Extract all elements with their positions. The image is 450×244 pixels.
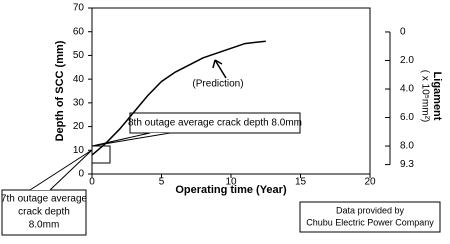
y-tick-label: 30 [73, 97, 85, 108]
y2-tick-label: 6.0 [400, 112, 414, 123]
annotation: 7th outage average [1, 194, 88, 205]
y-tick-label: 40 [73, 74, 85, 85]
y2-tick-label: 8.0 [400, 141, 414, 152]
y-tick-label: 60 [73, 26, 85, 37]
annotation: 8th outage average crack depth 8.0mm [128, 118, 302, 129]
x-axis-label: Operating time (Year) [175, 184, 287, 196]
line [91, 40, 266, 156]
source: Data provided by [336, 205, 405, 215]
plot-frame [91, 7, 371, 175]
callout-box [129, 112, 301, 134]
annotation: 8.0mm [29, 220, 60, 231]
y2-tick-label: 4.0 [400, 84, 414, 95]
y-tick-label: 0 [78, 169, 84, 180]
y2-tick-label: 2.0 [400, 55, 414, 66]
chart: (Prediction) 8th outage average crack de… [1, 3, 443, 236]
callout-tail [91, 132, 171, 147]
callout-box [1, 189, 87, 236]
y-axis-label: Depth of SCC (mm) [54, 40, 66, 141]
annotation: (Prediction) [192, 79, 243, 90]
y-tick-label: 50 [73, 50, 85, 61]
x-tick-label: 10 [225, 177, 237, 188]
x-tick-label: 15 [295, 177, 307, 188]
source-box [299, 201, 441, 233]
source: Chubu Electric Power Company [306, 217, 434, 227]
arrow [212, 59, 227, 79]
y2-tick-label: 0 [400, 27, 406, 38]
outage-box [91, 145, 111, 164]
x-tick-label: 5 [159, 177, 165, 188]
y2-axis-label: Ligament [431, 72, 443, 121]
y-tick-label: 70 [73, 3, 85, 14]
x-tick-label: 0 [89, 177, 95, 188]
x-tick-label: 20 [364, 177, 376, 188]
y-tick-label: 20 [73, 121, 85, 132]
y2-tick-label: 9.3 [400, 159, 414, 170]
y-tick-label: 10 [73, 145, 85, 156]
y2-axis-label: ( x 10⁵mm²) [419, 70, 430, 122]
annotation: crack depth [18, 207, 70, 218]
